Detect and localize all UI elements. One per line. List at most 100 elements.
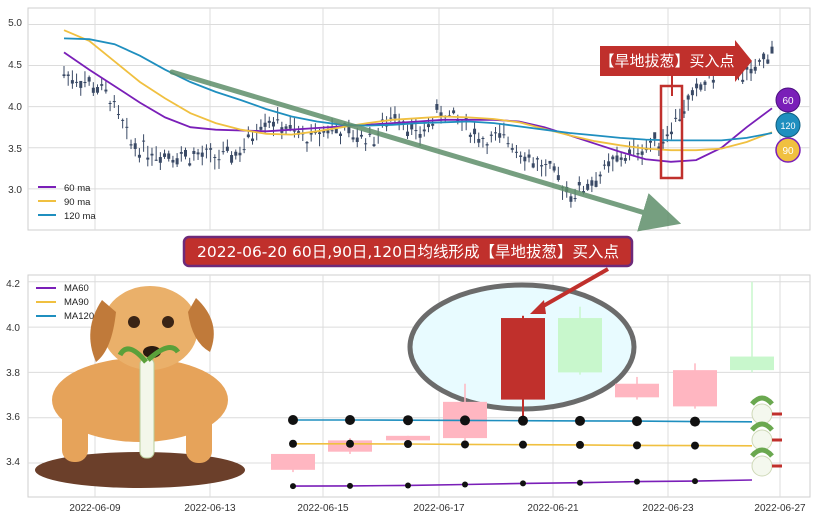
top-candle-body <box>209 148 213 150</box>
bottom-ma-point <box>575 415 585 426</box>
top-candle-body <box>699 84 703 90</box>
top-candle-body <box>251 138 255 142</box>
badge-label: 90 <box>782 146 794 157</box>
radish-icons <box>750 395 782 477</box>
top-candle-body <box>711 79 715 83</box>
top-candle-body <box>628 149 632 155</box>
top-candle-body <box>636 153 640 155</box>
top-candle-body <box>745 66 749 70</box>
top-candle-body <box>414 130 418 132</box>
radish-icon <box>750 421 782 451</box>
buy-point-banner-text: 【旱地拔葱】买入点 <box>599 52 734 70</box>
badge-label: 60 <box>782 96 794 107</box>
bottom-legend: MA60 MA90 MA120 <box>36 283 94 322</box>
top-candle-body <box>556 175 560 181</box>
badge-90 <box>775 137 801 163</box>
xtick-label: 2022-06-17 <box>413 503 465 514</box>
top-candle-body <box>640 151 644 155</box>
bottom-ma-point <box>519 440 527 449</box>
top-candle-body <box>757 60 761 62</box>
top-candle-body <box>75 81 79 83</box>
top-candle-body <box>288 124 292 129</box>
bottom-ma-point <box>461 440 469 449</box>
top-candle-body <box>540 165 544 167</box>
xtick-label: 2022-06-23 <box>642 503 694 514</box>
title-banner: 2022-06-20 60日,90日,120日均线形成【旱地拔葱】买入点 <box>182 235 634 268</box>
bottom-y-ticks: 4.2 4.0 3.8 3.6 3.4 <box>6 279 20 468</box>
top-candle-body <box>104 89 108 92</box>
leek-stalk <box>139 357 155 459</box>
top-candle-body <box>305 141 309 144</box>
top-candle-body <box>464 117 468 119</box>
top-candle-body <box>741 79 745 82</box>
bottom-x-ticks: 2022-06-09 2022-06-13 2022-06-15 2022-06… <box>69 503 806 514</box>
top-candle-body <box>246 134 250 138</box>
top-candle-body <box>607 161 611 167</box>
dog-ear <box>90 300 116 362</box>
top-candle-body <box>674 117 678 119</box>
buy-point-banner-shape <box>600 40 752 82</box>
top-candle-body <box>322 129 326 133</box>
top-candle-body <box>690 90 694 96</box>
pointer-arrowhead <box>530 300 546 314</box>
top-candle-body <box>112 101 116 103</box>
top-ytick-label: 4.0 <box>8 102 22 113</box>
top-candle-body <box>133 143 137 149</box>
bottom-ma-point <box>462 481 468 488</box>
bottom-ma-point <box>690 416 700 427</box>
top-candle-body <box>125 126 129 128</box>
top-candle-body <box>146 157 150 160</box>
top-candle-body <box>116 114 120 116</box>
top-candle-body <box>573 198 577 200</box>
downtrend-arrow <box>169 69 682 232</box>
top-candle-body <box>221 151 225 153</box>
top-candle-body <box>766 59 770 64</box>
top-candle-body <box>682 111 686 114</box>
top-candle-body <box>611 156 615 160</box>
top-candle-body <box>552 166 556 171</box>
bottom-ma-point <box>633 441 641 450</box>
top-candle-body <box>657 146 661 151</box>
legend-label: MA60 <box>64 283 89 294</box>
legend-label: MA120 <box>64 311 94 322</box>
bottom-candle-body <box>730 356 774 371</box>
bottom-candle-body <box>673 370 717 407</box>
bottom-ma-point <box>290 483 296 490</box>
top-candle-body <box>531 163 535 168</box>
top-candle-body <box>577 182 581 186</box>
top-candle-body <box>142 140 146 142</box>
legend-label: 120 ma <box>64 211 96 222</box>
top-candle-body <box>762 53 766 60</box>
bottom-ma-point <box>345 414 355 425</box>
top-candle-body <box>158 157 162 163</box>
top-candle-body <box>669 131 673 135</box>
xtick-label: 2022-06-09 <box>69 503 121 514</box>
bottom-candle-body <box>501 318 545 400</box>
top-candle-body <box>753 66 757 71</box>
top-candle-body <box>338 133 342 137</box>
top-candle-body <box>179 152 183 154</box>
top-candle-body <box>489 134 493 136</box>
top-candle-body <box>242 149 246 151</box>
top-candle-body <box>351 137 355 140</box>
top-candle-body <box>418 134 422 138</box>
top-candle-body <box>309 131 313 135</box>
top-candle-body <box>292 130 296 132</box>
bottom-ma-point <box>405 482 411 489</box>
badge-label: 120 <box>780 121 795 131</box>
top-candle-body <box>468 134 472 137</box>
top-candle-body <box>284 126 288 129</box>
xtick-label: 2022-06-13 <box>184 503 236 514</box>
top-candle-body <box>602 164 606 166</box>
top-candle-body <box>100 84 104 86</box>
top-ytick-label: 4.5 <box>8 60 22 71</box>
dog-eye <box>128 316 140 328</box>
bottom-ma-point <box>691 441 699 450</box>
top-candle-body <box>225 146 229 151</box>
legend-label: 60 ma <box>64 183 91 194</box>
top-candle-body <box>263 122 267 127</box>
bottom-ma-point <box>403 415 413 426</box>
top-candle-body <box>196 152 200 155</box>
top-candle-body <box>544 163 548 165</box>
top-legend: 60 ma 90 ma 120 ma <box>38 183 96 222</box>
